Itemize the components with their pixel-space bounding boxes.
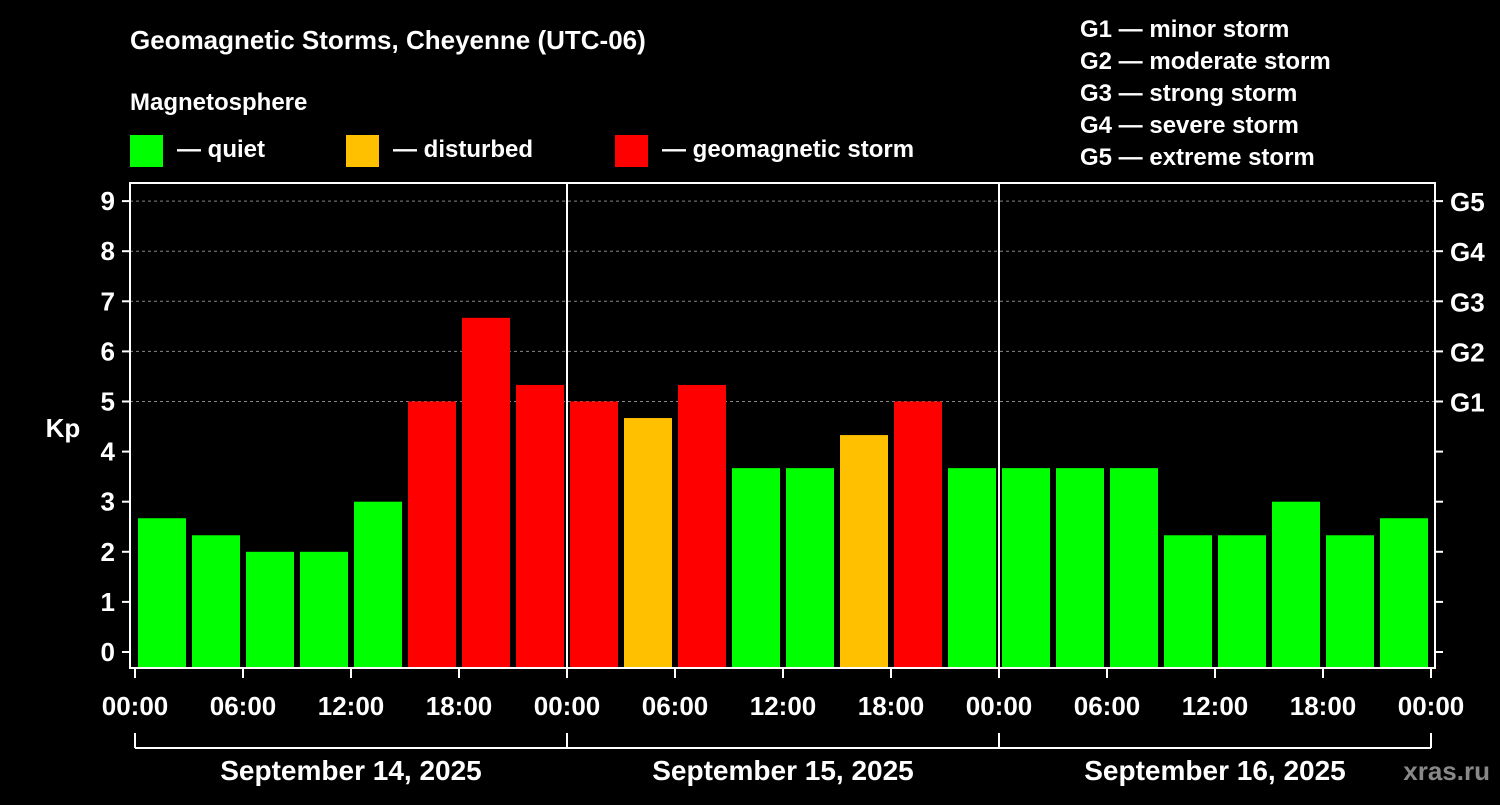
x-tick-label: 12:00 [1182,691,1249,721]
date-label: September 15, 2025 [652,755,914,786]
x-tick-label: 00:00 [966,691,1033,721]
watermark: xras.ru [1403,756,1490,786]
kp-bar [1002,468,1050,668]
storm-scale-item: G3 — strong storm [1080,80,1297,107]
x-tick-label: 12:00 [750,691,817,721]
kp-bar [1326,535,1374,668]
x-tick-label: 06:00 [210,691,277,721]
chart-subtitle: Magnetosphere [130,89,307,116]
y-tick-label: 8 [101,236,115,266]
grid [130,200,1435,402]
date-label: September 14, 2025 [220,755,482,786]
x-tick-label: 18:00 [426,691,493,721]
y-tick-label: 5 [101,387,115,417]
chart-title: Geomagnetic Storms, Cheyenne (UTC-06) [130,25,646,55]
y-axis-label: Kp [46,413,81,443]
g-scale-label: G1 [1450,388,1485,418]
kp-bar [948,468,996,668]
axes: 0 1 2 3 4 5 6 7 8 9 G1 G2 G3 G4 G5 00:00 06:00 12:00 18:00… [101,182,1485,786]
kp-bar [624,418,672,668]
x-tick-label: 00:00 [102,691,169,721]
legend-label: — geomagnetic storm [662,136,914,163]
kp-bar [786,468,834,668]
kp-bar [408,401,456,668]
g-scale-label: G3 [1450,287,1485,317]
date-label: September 16, 2025 [1084,755,1346,786]
g-scale-label: G2 [1450,337,1485,367]
legend: — quiet — disturbed — geomagnetic storm [130,135,914,167]
g-scale-label: G5 [1450,187,1485,217]
kp-bar [570,401,618,668]
y-tick-label: 9 [101,186,115,216]
g-scale-label: G4 [1450,237,1485,267]
y-tick-label: 4 [101,437,116,467]
legend-label: — quiet [177,136,265,163]
kp-bar [1110,468,1158,668]
kp-bar [300,551,348,668]
kp-bar [192,535,240,668]
kp-bar [1272,501,1320,668]
x-tick-label: 18:00 [1290,691,1357,721]
kp-bar [894,401,942,668]
storm-scale-item: G4 — severe storm [1080,112,1299,139]
x-tick-label: 06:00 [642,691,709,721]
kp-bar [840,435,888,668]
kp-bar [138,518,186,668]
kp-bar [1056,468,1104,668]
kp-bar [246,551,294,668]
storm-scale-item: G5 — extreme storm [1080,144,1315,171]
legend-label: — disturbed [393,136,533,163]
x-tick-label: 06:00 [1074,691,1141,721]
kp-bar [678,384,726,668]
legend-swatch [130,135,163,167]
kp-bar [732,468,780,668]
storm-scale-legend: G1 — minor storm G2 — moderate storm G3 — … [1080,16,1331,171]
kp-bar [1380,518,1428,668]
y-tick-label: 6 [101,336,115,366]
storm-scale-item: G1 — minor storm [1080,16,1289,43]
kp-bar [462,317,510,668]
y-tick-label: 2 [101,537,115,567]
y-tick-label: 7 [101,286,115,316]
kp-bar [1164,535,1212,668]
kp-bar [354,501,402,668]
kp-bar [516,384,564,668]
kp-bar [1218,535,1266,668]
y-tick-label: 1 [101,587,115,617]
x-tick-label: 18:00 [858,691,925,721]
legend-swatch [615,135,648,167]
x-tick-label: 00:00 [1398,691,1465,721]
y-tick-label: 0 [101,637,115,667]
x-tick-label: 00:00 [534,691,601,721]
legend-swatch [346,135,379,167]
bars [138,317,1428,668]
x-tick-label: 12:00 [318,691,385,721]
y-tick-label: 3 [101,487,115,517]
storm-scale-item: G2 — moderate storm [1080,48,1331,75]
